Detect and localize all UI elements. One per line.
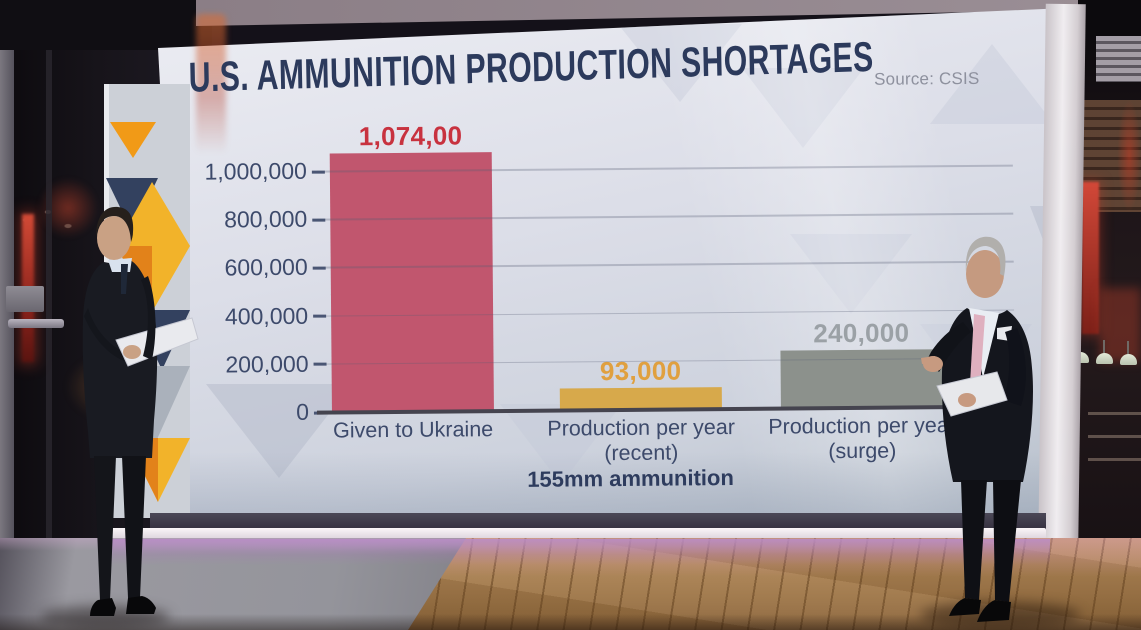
window-shelves: [1088, 392, 1141, 476]
floor-vignette: [0, 614, 1141, 630]
finger: [921, 356, 936, 364]
arm: [141, 276, 156, 360]
pillar-orange-triangle: [110, 122, 156, 158]
y-tick-1-000-000: [311, 170, 325, 174]
head: [966, 250, 1004, 298]
orange-light-reflection: [196, 14, 226, 154]
screen-base-dark-band: [150, 513, 1046, 531]
ceiling-vent: [1096, 36, 1141, 82]
bar-given-to-ukraine: [329, 152, 494, 413]
hand: [123, 345, 141, 359]
screen-bottom-shade: [158, 452, 1066, 522]
screen-base-trim: [106, 528, 1046, 539]
arm: [1003, 328, 1026, 406]
shoe: [90, 598, 116, 616]
leg: [961, 480, 987, 600]
y-tick-label-1-000-000: 1,000,000: [204, 157, 307, 185]
y-tick-400-000: [313, 314, 327, 318]
hair: [96, 206, 134, 242]
shoe: [977, 600, 1011, 622]
head: [97, 216, 131, 260]
door-frame-inner: [46, 0, 52, 560]
tie: [121, 264, 128, 294]
door-hinge: [6, 286, 44, 312]
studio-ceiling-dark: [0, 0, 212, 50]
y-tick-800-000: [312, 218, 326, 222]
shoe: [949, 598, 981, 616]
leg: [993, 480, 1021, 602]
y-tick-600-000: [312, 266, 326, 270]
paper-notes: [936, 371, 1008, 417]
y-tick-200-000: [313, 362, 327, 366]
window-red-glow: [1100, 288, 1141, 362]
leg: [122, 456, 146, 598]
hair-gray: [965, 236, 1006, 276]
pillar-navy-triangle: [106, 178, 158, 232]
shirt-collar: [108, 258, 132, 272]
led-floor-glow: [100, 539, 1050, 565]
leg: [94, 456, 116, 600]
door-frame: [0, 0, 14, 560]
presenter-left: [82, 206, 199, 616]
x-axis-title: 155mm ammunition: [527, 465, 734, 492]
tie: [970, 314, 985, 388]
screen-sheen: [158, 8, 1066, 522]
value-label-given-to-ukraine: 1,074,00: [358, 120, 463, 152]
shoe: [126, 596, 156, 614]
presenter-right: [921, 236, 1033, 622]
window-red-light: [1082, 182, 1099, 334]
presentation-screen: [158, 8, 1066, 522]
pendant-lamp: [1096, 340, 1113, 364]
hand: [958, 393, 976, 407]
door-handle-bar: [8, 319, 64, 328]
pendant-lamp: [1120, 341, 1137, 365]
